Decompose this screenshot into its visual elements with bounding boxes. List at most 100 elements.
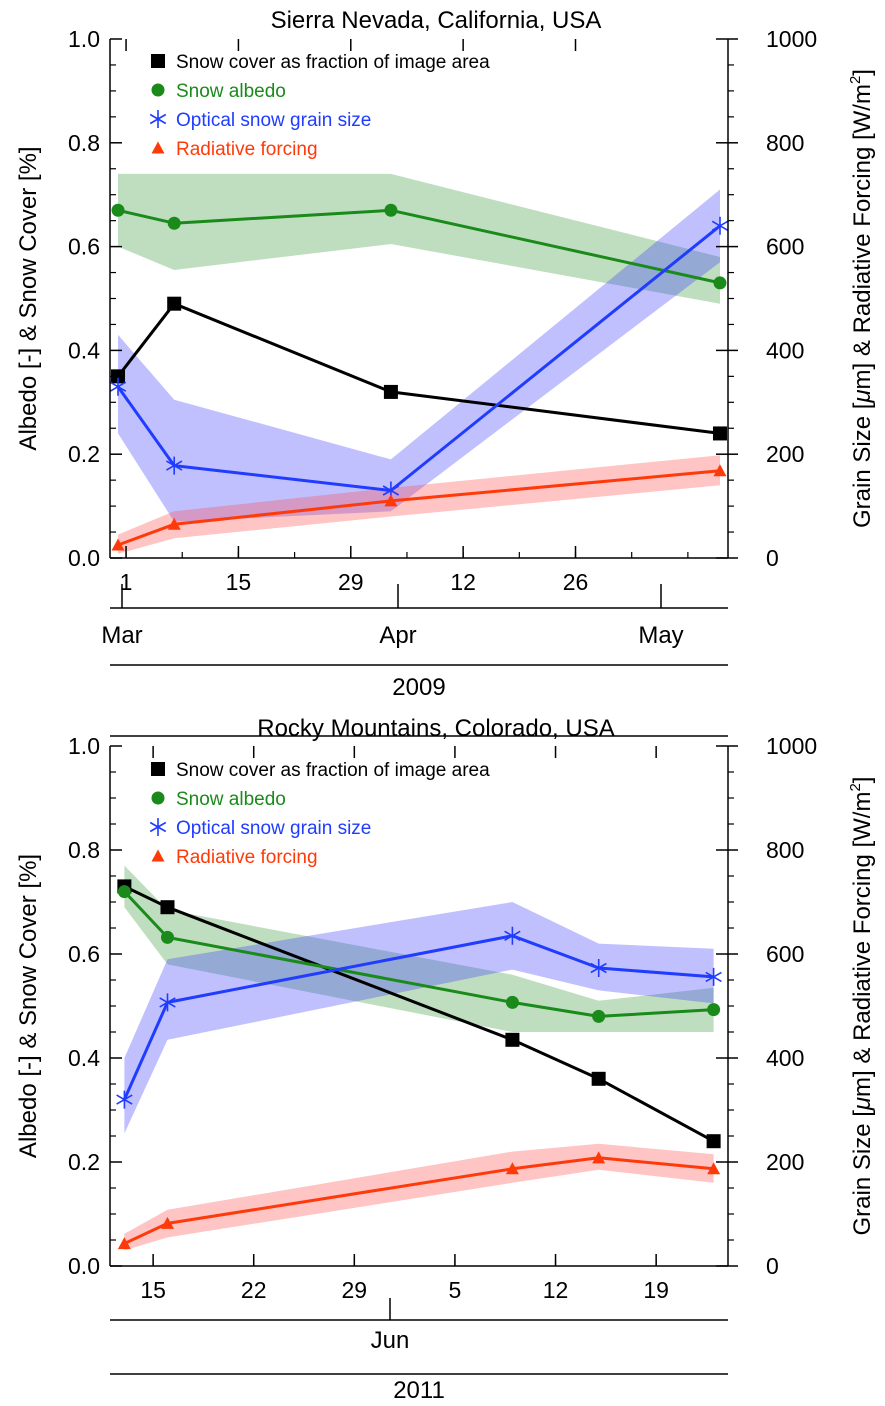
point-optical-snow-grain-size <box>711 216 729 235</box>
point-snow-cover-as-fraction-of-image-area <box>505 1032 520 1047</box>
x-tick-label: 29 <box>342 1277 368 1303</box>
y2-tick-label: 400 <box>766 1045 804 1071</box>
point-snow-cover-as-fraction-of-image-area <box>706 1134 721 1149</box>
point-radiative-forcing <box>117 1237 131 1250</box>
y2-tick-label: 1000 <box>766 26 817 52</box>
band-snow-albedo <box>118 173 720 304</box>
point-snow-cover-as-fraction-of-image-area <box>111 369 126 384</box>
legend-label: Radiative forcing <box>176 847 318 868</box>
y2-axis-label-part: μ <box>849 1097 876 1111</box>
y2-tick-label: 1000 <box>766 733 817 759</box>
point-optical-snow-grain-size <box>159 993 176 1012</box>
point-snow-cover-as-fraction-of-image-area <box>383 384 398 399</box>
y-axis-label: Albedo [-] & Snow Cover [%] <box>15 146 42 450</box>
y-tick-label: 1.0 <box>68 733 100 759</box>
y-tick-label: 0.2 <box>68 1149 100 1175</box>
legend-label: Optical snow grain size <box>176 818 371 839</box>
y2-axis-label-part: ] <box>849 777 876 784</box>
point-radiative-forcing <box>505 1162 519 1175</box>
y2-tick-label: 600 <box>766 234 804 260</box>
chart-panel-1: 0.0 0.2 0.4 0.6 0.8 1.0 0 200 400 600 800 1000 1 15 29… <box>15 7 876 737</box>
point-snow-albedo <box>592 1009 606 1023</box>
y2-tick-label: 0 <box>766 1253 779 1279</box>
legend-label: Snow cover as fraction of image area <box>176 760 490 781</box>
band-radiative-forcing <box>124 1143 714 1251</box>
x-tick-label: 15 <box>226 569 252 595</box>
point-snow-albedo <box>505 995 519 1009</box>
point-optical-snow-grain-size <box>116 1090 133 1109</box>
y2-axis-label-part: 2 <box>847 76 864 84</box>
point-snow-cover-as-fraction-of-image-area <box>591 1071 606 1086</box>
point-radiative-forcing <box>384 494 398 507</box>
point-radiative-forcing <box>160 1216 174 1229</box>
y-tick-label: 0.6 <box>68 234 100 260</box>
chart-title: Sierra Nevada, California, USA <box>271 7 602 34</box>
legend-marker <box>149 110 167 128</box>
point-radiative-forcing <box>111 538 125 551</box>
month-label: May <box>638 622 683 649</box>
point-optical-snow-grain-size <box>590 959 607 977</box>
line-optical-snow-grain-size <box>116 224 721 492</box>
y2-axis-label-part: m] & Radiative Forcing [W/m <box>849 792 876 1097</box>
x-tick-label: 1 <box>120 569 133 595</box>
y2-tick-label: 400 <box>766 337 804 363</box>
year-label: 2011 <box>393 1377 445 1404</box>
band-optical-snow-grain-size <box>118 189 720 522</box>
y2-tick-label: 200 <box>766 441 804 467</box>
legend-label: Radiative forcing <box>176 139 318 160</box>
y2-axis-label-part: Grain Size [ <box>849 402 876 528</box>
band-radiative-forcing <box>118 455 720 554</box>
y-axis-label: Albedo [-] & Snow Cover [%] <box>15 854 42 1158</box>
point-radiative-forcing <box>707 1162 721 1175</box>
point-radiative-forcing <box>713 464 727 477</box>
point-snow-albedo <box>117 885 131 899</box>
legend-marker <box>151 762 165 776</box>
point-snow-cover-as-fraction-of-image-area <box>167 296 182 311</box>
point-optical-snow-grain-size <box>166 456 183 475</box>
y-tick-label: 0.2 <box>68 441 100 467</box>
point-optical-snow-grain-size <box>504 926 521 945</box>
y-tick-label: 0.0 <box>68 545 100 571</box>
y-tick-label: 0.4 <box>68 337 100 363</box>
y2-axis-label: Grain Size [μm] & Radiative Forcing [W/m… <box>847 777 876 1236</box>
legend-label: Snow cover as fraction of image area <box>176 52 490 73</box>
legend-label: Optical snow grain size <box>176 110 371 131</box>
legend-label: Snow albedo <box>176 789 286 810</box>
legend-label: Snow albedo <box>176 81 286 102</box>
month-label: Apr <box>379 622 416 649</box>
y2-tick-label: 800 <box>766 130 804 156</box>
point-optical-snow-grain-size <box>705 967 722 986</box>
legend-marker <box>151 141 165 154</box>
y-tick-label: 0.6 <box>68 941 100 967</box>
legend-marker <box>149 818 167 836</box>
x-tick-label: 22 <box>241 1277 267 1303</box>
y-tick-label: 0.8 <box>68 837 100 863</box>
y2-tick-label: 200 <box>766 1149 804 1175</box>
point-radiative-forcing <box>167 517 181 530</box>
y2-axis-label-part: μ <box>849 389 876 403</box>
point-snow-albedo <box>707 1003 721 1017</box>
line-radiative-forcing <box>117 469 721 547</box>
point-snow-cover-as-fraction-of-image-area <box>160 900 175 915</box>
x-tick-label: 12 <box>450 569 476 595</box>
point-snow-cover-as-fraction-of-image-area <box>712 426 727 441</box>
x-tick-label: 5 <box>449 1277 462 1303</box>
year-label: 2009 <box>392 674 445 701</box>
x-tick-label: 29 <box>338 569 364 595</box>
y-tick-label: 0.0 <box>68 1253 100 1279</box>
y2-axis-label: Grain Size [μm] & Radiative Forcing [W/m… <box>847 69 876 528</box>
legend-marker <box>151 849 165 862</box>
x-tick-label: 26 <box>563 569 589 595</box>
month-label: Mar <box>101 622 142 649</box>
legend-marker <box>151 83 165 97</box>
point-snow-albedo <box>713 276 727 290</box>
x-tick-label: 12 <box>543 1277 569 1303</box>
point-radiative-forcing <box>592 1151 606 1164</box>
x-tick-label: 19 <box>643 1277 669 1303</box>
chart-title: Rocky Mountains, Colorado, USA <box>257 715 615 742</box>
y-tick-label: 0.4 <box>68 1045 100 1071</box>
legend-marker <box>151 791 165 805</box>
y2-tick-label: 600 <box>766 941 804 967</box>
